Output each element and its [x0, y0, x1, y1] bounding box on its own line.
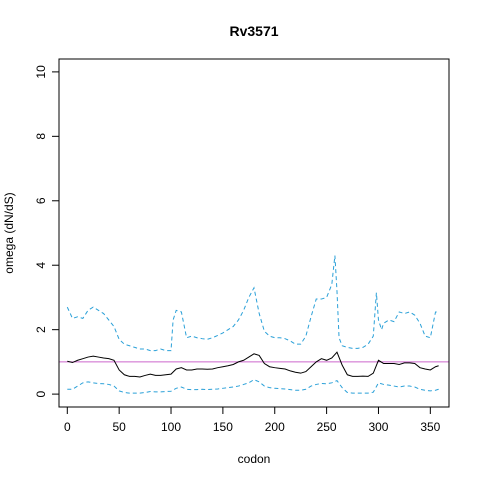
lower-bound-line — [67, 379, 439, 394]
x-tick-label: 150 — [213, 420, 233, 434]
plot-frame — [58, 58, 450, 408]
y-tick-label: 8 — [34, 133, 48, 140]
x-axis-label: codon — [238, 452, 271, 466]
omega-estimate-line — [67, 351, 439, 378]
x-tick-label: 350 — [420, 420, 440, 434]
x-tick-label: 300 — [368, 420, 388, 434]
chart-title: Rv3571 — [229, 23, 278, 39]
x-tick-label: 0 — [64, 420, 71, 434]
x-tick-label: 250 — [317, 420, 337, 434]
x-tick-label: 200 — [265, 420, 285, 434]
y-tick-label: 4 — [34, 262, 48, 269]
y-tick-label: 0 — [34, 390, 48, 397]
x-tick-label: 50 — [112, 420, 126, 434]
y-tick-label: 6 — [34, 197, 48, 204]
x-axis: 0 50 100 150 200 250 300 350 — [64, 406, 441, 434]
y-tick-label: 10 — [34, 65, 48, 79]
x-tick-label: 100 — [161, 420, 181, 434]
y-axis-label: omega (dN/dS) — [2, 192, 16, 273]
upper-bound-line — [66, 255, 439, 352]
y-axis: 0 2 4 6 8 10 — [34, 65, 60, 397]
y-tick-label: 2 — [34, 326, 48, 333]
plot-area — [59, 255, 449, 394]
